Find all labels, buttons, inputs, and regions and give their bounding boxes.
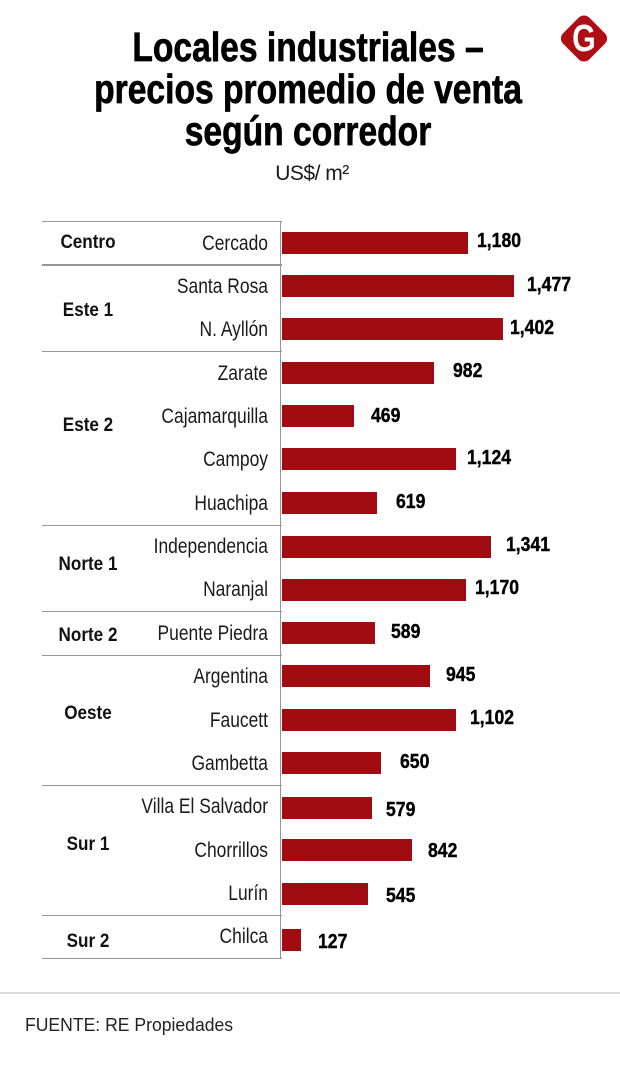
- svg-text:G: G: [572, 18, 596, 60]
